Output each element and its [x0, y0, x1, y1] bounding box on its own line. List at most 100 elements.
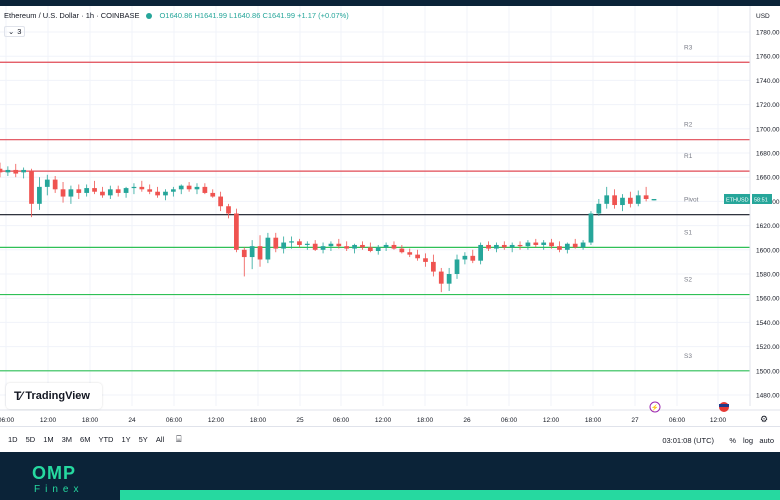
x-tick-label: 12:00 [710, 417, 727, 424]
candle-body [68, 189, 74, 197]
x-tick-label: 18:00 [250, 417, 267, 424]
candle-body [627, 197, 633, 204]
indicators-toggle[interactable]: ⌄ 3 [4, 26, 26, 37]
y-tick-label: 1560.00 [756, 296, 780, 303]
timeframe-6m[interactable]: 6M [80, 435, 91, 444]
x-tick-label: 18:00 [417, 417, 434, 424]
brand-subtitle: Finex [34, 484, 84, 495]
level-label-r2: R2 [684, 122, 693, 129]
y-tick-label: 1480.00 [756, 393, 780, 400]
level-label-r3: R3 [684, 44, 693, 51]
candle-body [100, 191, 105, 196]
x-tick-label: 25 [296, 417, 304, 424]
candle-body [494, 244, 499, 249]
candle-body [604, 195, 610, 204]
candle-body [407, 252, 413, 255]
timeframe-5y[interactable]: 5Y [138, 435, 148, 444]
candle-body [234, 213, 239, 250]
candle-body [336, 243, 342, 247]
price-tag-symbol [724, 193, 750, 204]
chart-legend: Ethereum / U.S. Dollar · 1h · COINBASE O… [4, 11, 349, 20]
settings-gear-icon[interactable]: ⚙ [760, 414, 768, 424]
x-tick-label: 18:00 [585, 417, 602, 424]
candle-body [438, 271, 444, 284]
candle-body [178, 185, 184, 190]
x-tick-label: 18:00 [82, 417, 99, 424]
tradingview-text: TradingView [25, 390, 90, 402]
log-scale-button[interactable]: log [742, 436, 753, 445]
x-tick-label: 12:00 [543, 417, 560, 424]
y-tick-label: 1520.00 [756, 344, 780, 351]
candle-body [155, 191, 160, 196]
timeframe-buttons: 1D 5D 1M 3M 6M YTD 1Y 5Y All [0, 435, 168, 444]
dividend-event-icon[interactable] [649, 401, 661, 413]
candle-body [557, 246, 562, 250]
timeframe-all[interactable]: All [155, 435, 165, 444]
level-label-s2: S2 [684, 277, 692, 284]
symbol-title[interactable]: Ethereum / U.S. Dollar · 1h · COINBASE [4, 11, 140, 20]
candle-body [478, 244, 484, 261]
candle-body [446, 274, 452, 284]
x-tick-label: 24 [128, 417, 136, 424]
y-tick-label: 1500.00 [756, 368, 780, 375]
x-tick-label: 27 [631, 417, 639, 424]
y-tick-label: 1720.00 [756, 102, 780, 109]
timeframe-1m[interactable]: 1M [43, 435, 54, 444]
candle-body [84, 188, 90, 193]
candle-body [107, 189, 113, 196]
percent-scale-button[interactable]: % [729, 436, 736, 445]
tradingview-icon: T⁄ [14, 389, 22, 403]
candle-body [635, 195, 641, 204]
brand-logo: OMP [32, 463, 77, 483]
timeframe-3m[interactable]: 3M [61, 435, 73, 444]
candle-body [462, 255, 468, 260]
candle-body [186, 185, 192, 190]
auto-scale-button[interactable]: auto [759, 436, 774, 445]
candle-body [572, 243, 578, 248]
candle-body [52, 179, 58, 190]
level-label-s3: S3 [684, 353, 692, 360]
candle-body [44, 179, 50, 187]
candle-body [281, 242, 287, 249]
candle-body [352, 244, 357, 249]
x-tick-label: 12:00 [40, 417, 57, 424]
candle-body [37, 186, 42, 204]
candle-body [92, 188, 97, 192]
chart-area[interactable]: R3 R2 R1 Pivot S1 S2 S3 USD 1480.00 1500.00 1520.0… [0, 6, 780, 426]
y-tick-label: 1620.00 [756, 223, 780, 230]
price-tag-value [752, 193, 772, 204]
candle-body [509, 244, 515, 248]
candle-body [596, 203, 602, 214]
y-tick-label: 1660.00 [756, 175, 780, 182]
candle-body [620, 197, 625, 206]
candle-body [139, 186, 145, 190]
price-chart[interactable]: R3 R2 R1 Pivot S1 S2 S3 USD 1480.00 1500.00 1520.0… [0, 6, 780, 426]
x-tick-label: 12:00 [208, 417, 225, 424]
candle-body [486, 244, 491, 249]
timeframe-5d[interactable]: 5D [25, 435, 36, 444]
timeframe-1y[interactable]: 1Y [121, 435, 131, 444]
candle-body [344, 246, 350, 249]
date-range-icon[interactable]: ⌸ [176, 434, 182, 444]
chevron-down-icon: ⌄ [8, 27, 15, 36]
candle-body [249, 246, 255, 258]
timeframe-1d[interactable]: 1D [8, 435, 18, 444]
candle-body [241, 249, 247, 258]
x-tick-label: 26 [463, 417, 471, 424]
candle-body [218, 196, 223, 207]
lightning-icon: ⚡ [651, 404, 658, 412]
timeframe-ytd[interactable]: YTD [98, 435, 114, 444]
candle-body [328, 243, 334, 247]
price-axis[interactable] [750, 6, 780, 406]
candle-body [170, 189, 176, 192]
candle-body [533, 242, 539, 245]
utc-clock[interactable]: 03:01:08 (UTC) [662, 436, 714, 445]
candle-body [525, 242, 531, 247]
candle-body [194, 186, 200, 190]
tradingview-logo[interactable]: T⁄ TradingView [6, 383, 102, 409]
candle-body [383, 244, 389, 248]
x-tick-label: 12:00 [375, 417, 392, 424]
candle-body [202, 186, 208, 193]
x-tick-label: 06:00 [0, 417, 15, 424]
x-tick-label: 06:00 [501, 417, 518, 424]
